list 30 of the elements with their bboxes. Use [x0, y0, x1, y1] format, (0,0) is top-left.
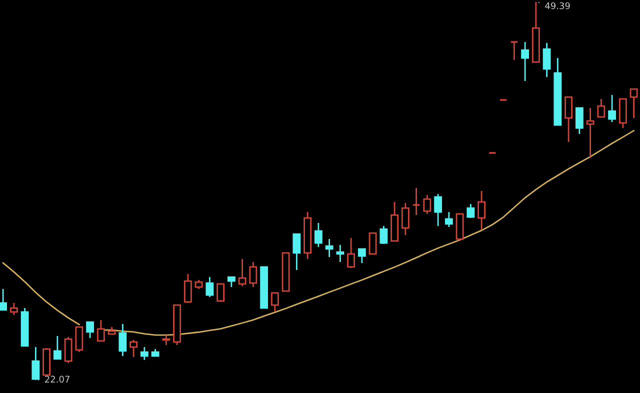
candlestick — [412, 187, 420, 216]
candlestick — [140, 346, 148, 361]
candlestick — [206, 276, 214, 298]
annotation: 49.39 — [545, 2, 570, 10]
candlestick — [0, 288, 8, 311]
candlestick — [325, 238, 334, 258]
candlestick — [53, 335, 62, 360]
candlestick — [478, 190, 486, 231]
candlestick — [434, 193, 442, 227]
candlestick — [466, 203, 475, 219]
candlestick — [586, 107, 594, 159]
candlestick — [380, 225, 388, 245]
candlestick — [86, 321, 94, 339]
candlestick — [575, 107, 584, 135]
candlestick — [292, 233, 301, 271]
candlestick — [401, 202, 410, 236]
candlestick — [358, 248, 366, 264]
candlestick — [227, 276, 236, 288]
candlestick — [510, 41, 518, 61]
candlestick — [118, 323, 127, 357]
candlestick — [314, 222, 322, 248]
candlestick — [542, 42, 551, 78]
candlestick — [32, 346, 40, 381]
candlestick — [336, 244, 344, 263]
annotation: 22.07 — [45, 376, 70, 383]
candlestick — [249, 261, 258, 288]
candlestick — [608, 94, 616, 123]
candlestick — [444, 211, 453, 228]
candlestick — [521, 41, 530, 82]
candlestick — [162, 334, 170, 346]
